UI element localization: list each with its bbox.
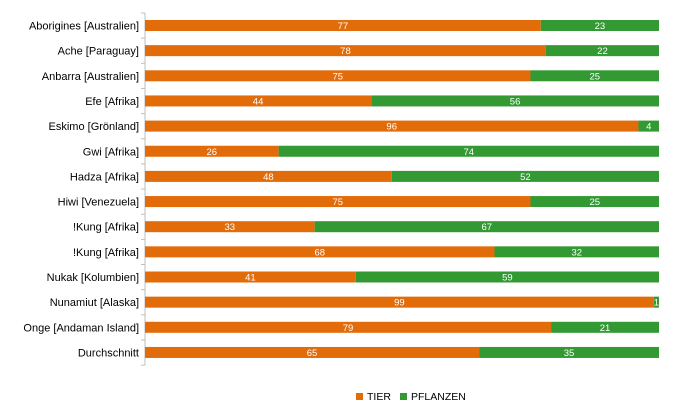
bar-segment-pflanzen: [314, 221, 659, 233]
category-label: Hadza [Afrika]: [70, 171, 139, 183]
data-label: 25: [589, 71, 600, 82]
bar-segment-tier: [145, 20, 541, 31]
bar-segment-pflanzen: [530, 196, 659, 208]
data-label: 26: [207, 147, 218, 158]
data-label: 67: [482, 222, 493, 233]
category-label: Onge [Andaman Island]: [23, 322, 139, 334]
axis: [141, 12, 146, 366]
data-label: 78: [340, 46, 351, 57]
bar-segment-tier: [145, 246, 495, 258]
category-label: Durchschnitt: [78, 347, 139, 359]
bar-segment-pflanzen: [494, 246, 659, 258]
category-label: Anbarra [Australien]: [42, 71, 139, 83]
data-label: 68: [314, 247, 325, 258]
data-label: 21: [600, 323, 611, 334]
legend-swatch-pflanzen: [400, 393, 407, 400]
bar-segment-pflanzen: [278, 145, 659, 157]
bar-segment-pflanzen: [355, 271, 659, 283]
category-label: Nukak [Kolumbien]: [47, 272, 139, 284]
data-label: 41: [245, 273, 256, 284]
bar-segment-tier: [145, 271, 356, 283]
data-label: 96: [386, 122, 397, 133]
bar-segment-tier: [145, 70, 531, 82]
data-label: 1: [654, 298, 659, 309]
bar-segment-tier: [145, 346, 480, 358]
category-label: Aborigines [Australien]: [29, 21, 139, 33]
bar-segment-pflanzen: [653, 296, 659, 308]
data-label: 77: [338, 21, 349, 32]
category-label: Eskimo [Grönland]: [49, 121, 139, 133]
bars: 77 23 78 22 75 25 44 56 96 4 26 74 48 52 75 25 33 67 68 32 4…: [145, 20, 659, 359]
data-label: 59: [502, 273, 513, 284]
data-label: 48: [263, 172, 274, 183]
bar-segment-pflanzen: [638, 120, 659, 132]
legend-label-tier: TIER: [367, 391, 391, 403]
data-label: 65: [307, 348, 318, 359]
category-label: !Kung [Afrika]: [73, 247, 139, 259]
category-label: Nunamiut [Alaska]: [50, 297, 139, 309]
category-label: Ache [Paraguay]: [58, 46, 139, 58]
legend: TIER PFLANZEN: [356, 391, 466, 403]
category-label: Gwi [Afrika]: [83, 146, 139, 158]
category-label: Hiwi [Venezuela]: [58, 197, 139, 209]
data-label: 35: [564, 348, 575, 359]
legend-swatch-tier: [356, 393, 363, 400]
data-label: 52: [520, 172, 531, 183]
data-label: 79: [343, 323, 354, 334]
data-label: 22: [597, 46, 608, 57]
bar-segment-tier: [145, 296, 654, 308]
data-label: 74: [464, 147, 475, 158]
data-label: 23: [595, 21, 606, 32]
bar-segment-tier: [145, 45, 546, 57]
bar-segment-tier: [145, 170, 392, 182]
legend-label-pflanzen: PFLANZEN: [411, 391, 466, 403]
bar-segment-tier: [145, 196, 531, 208]
bar-segment-pflanzen: [540, 20, 659, 31]
data-label: 4: [646, 122, 651, 133]
data-label: 44: [253, 96, 264, 107]
category-label: Efe [Afrika]: [85, 96, 139, 108]
bar-segment-pflanzen: [479, 346, 659, 358]
bar-segment-pflanzen: [391, 170, 659, 182]
bar-segment-tier: [145, 321, 552, 333]
data-label: 75: [332, 197, 343, 208]
bar-segment-pflanzen: [530, 70, 659, 82]
bar-segment-tier: [145, 145, 279, 157]
category-labels: Aborigines [Australien] Ache [Paraguay] An…: [23, 21, 139, 360]
bar-segment-tier: [145, 120, 639, 132]
bar-segment-pflanzen: [371, 95, 659, 107]
bar-segment-pflanzen: [545, 45, 659, 57]
data-label: 99: [394, 298, 405, 309]
data-label: 56: [510, 96, 521, 107]
data-label: 25: [589, 197, 600, 208]
data-label: 32: [571, 247, 582, 258]
bar-segment-tier: [145, 221, 315, 233]
data-label: 75: [332, 71, 343, 82]
data-label: 33: [225, 222, 236, 233]
bar-segment-pflanzen: [551, 321, 659, 333]
category-label: !Kung [Afrika]: [73, 222, 139, 234]
bar-segment-tier: [145, 95, 372, 107]
